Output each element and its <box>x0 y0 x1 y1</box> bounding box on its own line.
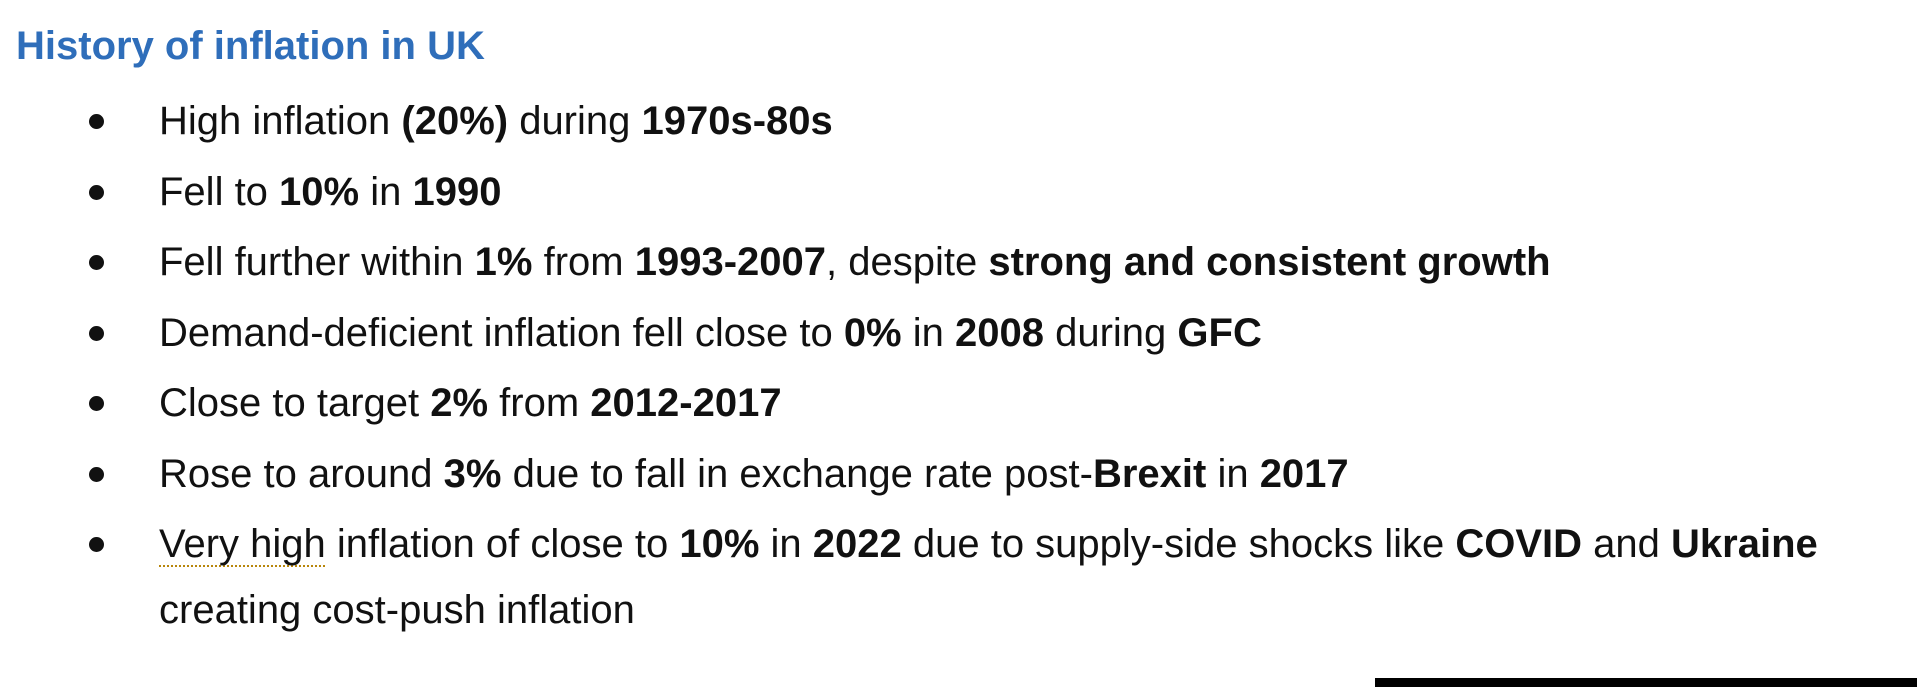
bold-text: COVID <box>1455 522 1583 566</box>
bullet-item: Very high inflation of close to 10% in 2… <box>0 511 1917 643</box>
bold-text: 2% <box>430 381 489 425</box>
bold-text: 1970s-80s <box>641 99 833 143</box>
bullet-text: Fell to <box>159 169 280 214</box>
bullet-text: in <box>759 522 813 566</box>
bullet-dot-icon <box>89 255 104 270</box>
bullet-dot-icon <box>89 184 104 200</box>
bullet-text: in <box>901 310 955 355</box>
bold-text: 2017 <box>1259 451 1349 496</box>
bullet-text: inflation of close to <box>325 522 680 566</box>
bullet-item: Fell further within 1% from 1993-2007, d… <box>0 229 1917 295</box>
bottom-edge-bar <box>1375 678 1917 687</box>
bullet-text: Very high <box>159 522 326 566</box>
bold-text: 2012-2017 <box>590 381 782 425</box>
bullet-list: High inflation (20%) during 1970s-80s Fel… <box>0 88 1917 648</box>
bold-text: (20%) <box>401 99 509 143</box>
bullet-text: during <box>1043 310 1178 355</box>
bullet-text: , despite <box>826 240 989 284</box>
bold-text: 10% <box>279 169 360 214</box>
bullet-text: and <box>1582 522 1672 566</box>
bold-text: 10% <box>679 522 760 566</box>
bold-text: 2008 <box>954 310 1044 355</box>
bold-text: Brexit <box>1092 451 1207 496</box>
bold-text: 1% <box>474 240 533 284</box>
bullet-dot-icon <box>89 114 104 129</box>
bullet-dot-icon <box>89 396 104 411</box>
bullet-text: during <box>508 99 642 143</box>
bullet-item: Fell to 10% in 1990 <box>0 159 1917 225</box>
bullet-text: in <box>359 169 413 214</box>
bullet-dot-icon <box>89 466 104 482</box>
bullet-dot-icon <box>89 325 104 341</box>
bold-text: 2022 <box>812 522 902 566</box>
bullet-item: Close to target 2% from 2012-2017 <box>0 370 1917 436</box>
bullet-item: High inflation (20%) during 1970s-80s <box>0 88 1917 154</box>
bullet-text: due to supply-side shocks like <box>901 522 1456 566</box>
bullet-text: Fell further within <box>159 240 475 284</box>
bullet-text: due to fall in exchange rate post- <box>501 451 1093 496</box>
bullet-text: Close to target <box>159 381 431 425</box>
bullet-text: from <box>532 240 635 284</box>
bold-text: strong and consistent growth <box>988 240 1551 284</box>
bold-text: 0% <box>843 310 902 355</box>
bullet-text: creating cost-push inflation <box>159 522 1829 632</box>
bullet-text: High inflation <box>159 99 402 143</box>
bold-text: 1990 <box>412 169 502 214</box>
bold-text: GFC <box>1177 310 1262 355</box>
bullet-text: Demand-deficient inflation fell close to <box>159 310 844 355</box>
bullet-item: Demand-deficient inflation fell close to… <box>0 300 1917 366</box>
page-title: History of inflation in UK <box>16 24 485 68</box>
bold-text: 1993-2007 <box>634 240 827 284</box>
bold-text: 3% <box>443 451 502 496</box>
bullet-text: from <box>488 381 591 425</box>
bold-text: Ukraine <box>1671 522 1818 566</box>
bullet-item: Rose to around 3% due to fall in exchang… <box>0 441 1917 507</box>
bullet-dot-icon <box>89 537 104 552</box>
bullet-text: Rose to around <box>159 451 444 496</box>
bullet-text: in <box>1206 451 1260 496</box>
